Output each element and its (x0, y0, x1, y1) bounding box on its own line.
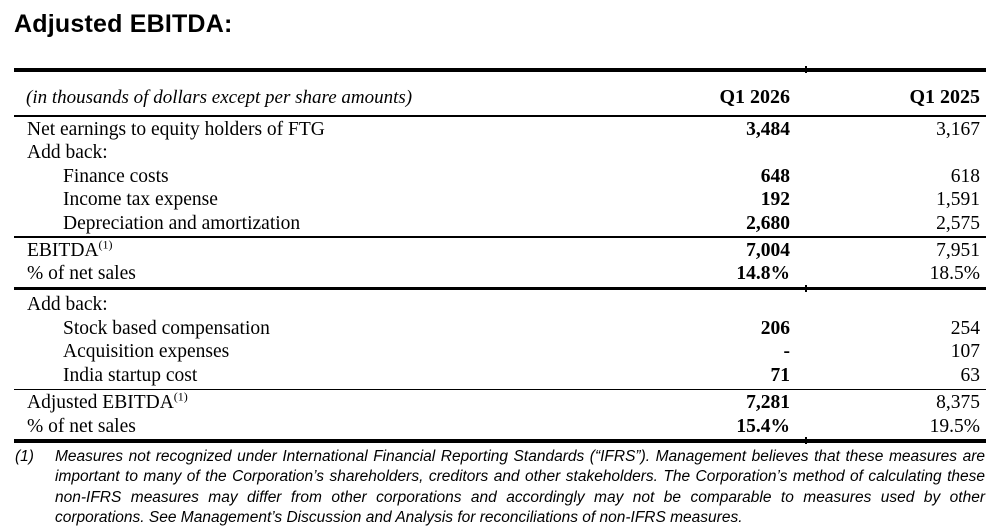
table-row: % of net sales 15.4% 19.5% (14, 415, 986, 439)
table-top-border (14, 66, 986, 73)
table-row: Add back: (14, 293, 986, 317)
value-q1-2026: - (783, 341, 791, 363)
row-label: % of net sales (27, 415, 136, 437)
table-row: % of net sales 14.8% 18.5% (14, 262, 986, 286)
value-q1-2026: 192 (760, 189, 790, 211)
row-label: India startup cost (63, 364, 198, 386)
footnote-text: Measures not recognized under Internatio… (55, 447, 985, 527)
row-label: Add back: (27, 294, 108, 316)
footnote: (1) Measures not recognized under Intern… (15, 447, 985, 529)
value-q1-2026: 648 (760, 165, 790, 187)
cell-border-seam (805, 66, 807, 73)
row-label: Add back: (27, 142, 108, 164)
row-label: Depreciation and amortization (63, 212, 301, 234)
table-header-row: (in thousands of dollars except per shar… (14, 72, 986, 114)
value-q1-2026: 7,004 (746, 239, 790, 261)
value-q1-2026: 14.8% (736, 263, 790, 285)
table-rows: Net earnings to equity holders of FTG 3,4… (14, 118, 986, 445)
row-label: Income tax expense (63, 189, 218, 211)
value-q1-2025: 254 (950, 317, 980, 339)
table-row: Income tax expense 192 1,591 (14, 188, 986, 212)
header-bottom-border (14, 115, 986, 117)
row-label: Net earnings to equity holders of FTG (27, 118, 325, 140)
row-label: Adjusted EBITDA(1) (27, 389, 188, 414)
row-label: Finance costs (63, 165, 169, 187)
footnote-reference: (1) (98, 237, 113, 252)
value-q1-2026: 206 (760, 317, 790, 339)
value-q1-2026: 7,281 (746, 392, 790, 414)
table-row: Finance costs 648 618 (14, 165, 986, 189)
table-row: Net earnings to equity holders of FTG 3,4… (14, 118, 986, 142)
footnote-reference: (1) (173, 389, 188, 404)
value-q1-2025 (790, 141, 980, 165)
value-q1-2025: 63 (960, 364, 981, 386)
value-q1-2025: 7,951 (936, 239, 980, 261)
row-label: % of net sales (27, 263, 136, 285)
cell-border-seam (805, 437, 807, 445)
value-q1-2025: 2,575 (936, 212, 980, 234)
value-q1-2025: 18.5% (929, 263, 980, 285)
adjusted-ebitda-table: (in thousands of dollars except per shar… (14, 66, 986, 445)
value-q1-2025 (790, 293, 980, 317)
column-header-q1-2026: Q1 2026 (719, 86, 790, 108)
value-q1-2026 (590, 293, 790, 317)
table-rule-thick (14, 284, 986, 292)
table-rule-thin (14, 236, 986, 238)
value-q1-2026: 2,680 (746, 212, 790, 234)
table-caption: (in thousands of dollars except per shar… (26, 87, 413, 108)
value-q1-2025: 19.5% (929, 415, 980, 437)
value-q1-2025: 1,591 (936, 189, 980, 211)
table-row: Adjusted EBITDA(1) 7,281 8,375 (14, 391, 986, 415)
value-q1-2026: 15.4% (736, 415, 790, 437)
value-q1-2025: 618 (950, 165, 980, 187)
table-rule-thick (14, 437, 986, 445)
value-q1-2025: 107 (950, 341, 980, 363)
value-q1-2026: 71 (770, 364, 791, 386)
table-row: Add back: (14, 141, 986, 165)
value-q1-2026 (590, 141, 790, 165)
table-row: Acquisition expenses - 107 (14, 340, 986, 364)
page-title: Adjusted EBITDA: (14, 10, 233, 38)
table-rule-thin (14, 388, 986, 391)
row-label: Stock based compensation (63, 317, 270, 339)
table-row: Depreciation and amortization 2,680 2,575 (14, 212, 986, 236)
column-header-q1-2025: Q1 2025 (909, 86, 980, 108)
row-label: EBITDA(1) (27, 237, 113, 261)
table-row: India startup cost 71 63 (14, 364, 986, 388)
table-row: Stock based compensation 206 254 (14, 317, 986, 341)
table-row: EBITDA(1) 7,004 7,951 (14, 237, 986, 263)
cell-border-seam (805, 284, 807, 292)
footnote-marker: (1) (15, 447, 34, 465)
value-q1-2025: 8,375 (936, 392, 980, 414)
value-q1-2026: 3,484 (746, 118, 790, 140)
row-label: Acquisition expenses (63, 341, 230, 363)
value-q1-2025: 3,167 (936, 118, 980, 140)
